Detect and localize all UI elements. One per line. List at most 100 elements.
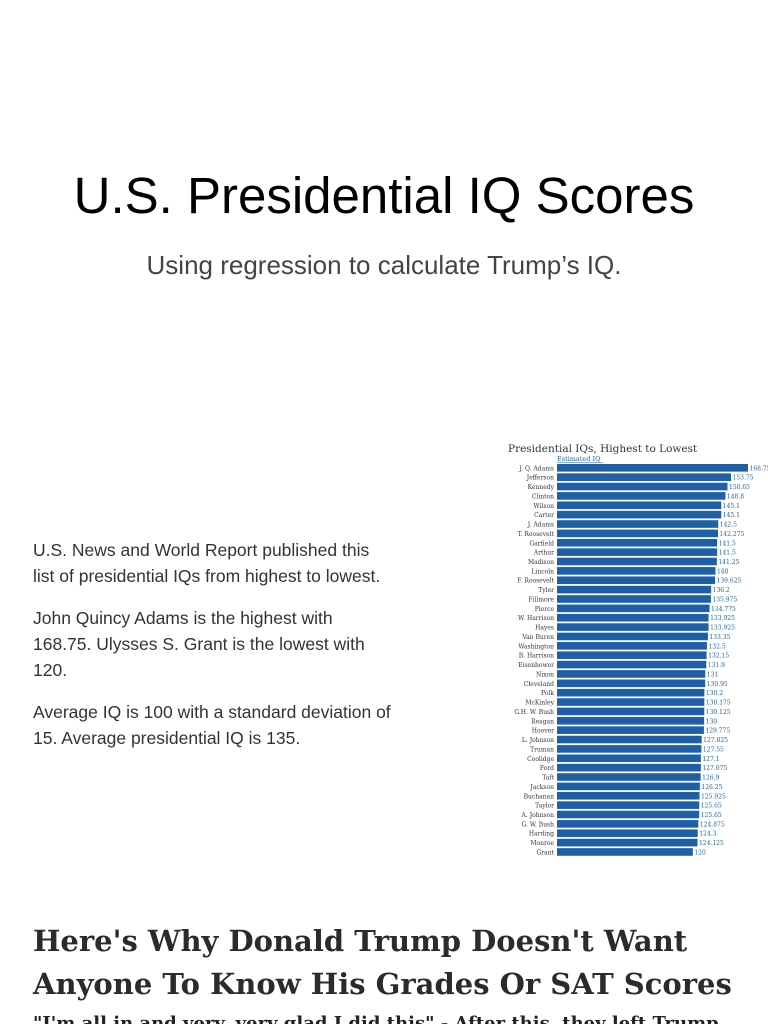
value-label: 126.9 <box>702 775 719 782</box>
bar <box>557 838 698 847</box>
value-label: 131 <box>707 671 718 678</box>
ad-headline-line-2[interactable]: Anyone To Know His Grades Or SAT Scores <box>33 967 732 1001</box>
ad-headline[interactable]: Here's Why Donald Trump Doesn't Want Any… <box>33 920 753 1006</box>
value-label: 133.35 <box>709 634 730 641</box>
category-label: Monroe <box>530 840 554 847</box>
bar <box>557 651 707 659</box>
iq-bar-chart: Presidential IQs, Highest to Lowest Esti… <box>503 438 768 863</box>
value-label: 127.1 <box>702 756 719 763</box>
bar <box>557 688 705 697</box>
category-label: Taylor <box>535 803 554 810</box>
category-label: Van Buren <box>521 634 554 641</box>
value-label: 132.5 <box>708 643 725 650</box>
bar <box>557 482 728 491</box>
value-label: 130 <box>706 718 718 725</box>
category-label: Jefferson <box>526 475 554 482</box>
value-label: 130.175 <box>706 700 731 707</box>
ad-cutoff-text[interactable]: "I'm all in and very, very glad I did th… <box>33 1014 753 1024</box>
category-label: Arthur <box>533 550 554 557</box>
value-label: 133.925 <box>710 615 735 622</box>
bar <box>557 745 702 753</box>
bar <box>557 632 708 641</box>
category-label: Reagan <box>531 718 554 725</box>
value-label: 141.5 <box>719 540 736 547</box>
bar <box>557 567 716 575</box>
value-label: 129.775 <box>705 728 730 735</box>
value-label: 124.875 <box>700 821 725 828</box>
category-label: B. Harrison <box>519 653 554 660</box>
value-label: 127.075 <box>702 765 727 772</box>
category-label: T. Roosevelt <box>517 531 554 538</box>
bar <box>557 820 699 828</box>
bar <box>557 604 710 613</box>
paragraph-extremes: John Quincy Adams is the highest with 16… <box>33 608 365 680</box>
category-label: W. Harrison <box>518 615 554 622</box>
category-label: Hoover <box>532 728 554 735</box>
slide-subtitle: Using regression to calculate Trump’s IQ… <box>146 250 622 280</box>
value-label: 141.5 <box>719 550 736 557</box>
bar <box>557 538 718 547</box>
bar <box>557 510 722 519</box>
category-label: Fillmore <box>528 596 554 603</box>
value-label: 126.25 <box>701 784 722 791</box>
category-label: McKinley <box>525 700 554 707</box>
value-label: 134.775 <box>711 606 736 613</box>
category-label: Kennedy <box>528 484 555 491</box>
bar <box>557 595 711 603</box>
value-label: 145.1 <box>723 512 740 519</box>
slide-title: U.S. Presidential IQ Scores <box>73 167 695 224</box>
category-label: Garfield <box>529 540 554 547</box>
bar <box>557 529 719 538</box>
category-label: Carter <box>534 512 554 519</box>
bar <box>557 520 719 528</box>
bar <box>557 829 698 838</box>
category-label: Hayes <box>535 625 554 632</box>
category-label: Taft <box>542 775 554 782</box>
value-label: 125.925 <box>701 793 726 800</box>
value-label: 136.2 <box>713 587 730 594</box>
bar <box>557 735 702 744</box>
bar <box>557 707 705 716</box>
category-label: Eisenhower <box>518 662 554 669</box>
value-label: 168.75 <box>750 465 768 472</box>
bar <box>557 716 705 725</box>
category-label: Grant <box>536 849 554 856</box>
ad-headline-line-1[interactable]: Here's Why Donald Trump Doesn't Want <box>33 924 688 958</box>
bar <box>557 492 726 500</box>
paragraph-source: U.S. News and World Report published thi… <box>33 540 381 586</box>
bar <box>557 548 718 556</box>
category-label: Coolidge <box>527 756 554 763</box>
paragraph-average: Average IQ is 100 with a standard deviat… <box>33 702 391 748</box>
category-label: F. Roosevelt <box>517 578 554 585</box>
value-label: 120 <box>694 849 706 856</box>
bar <box>557 464 748 472</box>
value-label: 142.5 <box>720 522 737 529</box>
category-label: Cleveland <box>524 681 554 688</box>
bar <box>557 576 716 585</box>
bar <box>557 810 700 819</box>
bar <box>557 660 707 669</box>
value-label: 125.65 <box>701 812 722 819</box>
value-label: 145.1 <box>723 503 740 510</box>
category-label: Lincoln <box>531 568 554 575</box>
category-label: Truman <box>530 746 554 753</box>
bar <box>557 613 709 622</box>
bar <box>557 557 717 566</box>
category-label: Washington <box>518 643 554 650</box>
value-label: 130.2 <box>706 690 723 697</box>
chart-svg: Presidential IQs, Highest to Lowest Esti… <box>508 443 768 856</box>
category-label: Jackson <box>529 784 554 791</box>
bar <box>557 726 704 734</box>
value-label: 130.95 <box>707 681 728 688</box>
value-label: 124.3 <box>699 831 716 838</box>
value-label: 131.9 <box>708 662 725 669</box>
bar <box>557 782 700 791</box>
category-label: Polk <box>541 690 554 697</box>
value-label: 153.75 <box>733 475 754 482</box>
value-label: 130.125 <box>706 709 731 716</box>
category-label: Tyler <box>538 587 554 594</box>
chart-legend: Estimated IQ <box>557 455 600 463</box>
value-label: 135.975 <box>712 596 737 603</box>
value-label: 142.275 <box>720 531 745 538</box>
body-text: U.S. News and World Report published thi… <box>33 537 393 767</box>
